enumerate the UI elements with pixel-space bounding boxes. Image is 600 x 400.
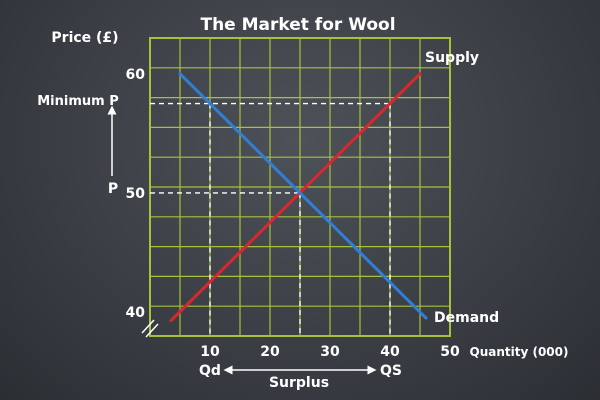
chart-title: The Market for Wool (200, 15, 395, 35)
axis-break-mark (145, 323, 159, 338)
x-tick-label: 10 (200, 344, 220, 360)
series-label-demand: Demand (434, 310, 499, 326)
supply-curve (169, 72, 422, 323)
axes: 10 20 30 40 50 40 50 60 (126, 67, 460, 360)
reference-lines (150, 102, 391, 336)
qs-label: QS (380, 363, 402, 379)
equilibrium-price-label: P (108, 181, 118, 197)
x-axis-label: Quantity (000) (470, 345, 569, 359)
x-tick-label: 30 (320, 344, 340, 360)
grid (149, 37, 451, 337)
series-label-supply: Supply (425, 50, 479, 66)
x-tick-label: 50 (440, 344, 460, 360)
surplus-label: Surplus (269, 375, 329, 391)
series (169, 72, 428, 323)
x-tick-label: 20 (260, 344, 280, 360)
axis-break-mark (141, 319, 155, 334)
x-tick-label: 40 (380, 344, 400, 360)
demand-curve (178, 72, 428, 320)
y-tick-label: 40 (126, 305, 146, 321)
plot-frame (149, 37, 451, 337)
y-tick-label: 60 (126, 67, 146, 83)
qd-label: Qd (199, 363, 221, 379)
y-tick-label: 50 (126, 186, 146, 202)
y-axis-label: Price (£) (51, 30, 118, 46)
minimum-price-label: Minimum P (37, 94, 119, 109)
